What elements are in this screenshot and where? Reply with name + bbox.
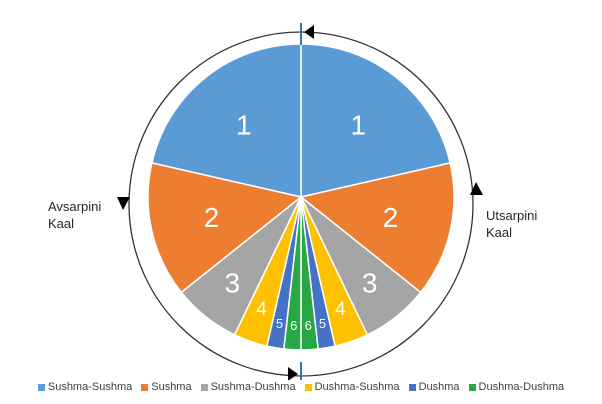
legend-swatch-sushma-dushma (200, 383, 208, 391)
legend-label-sushma-dushma: Sushma-Dushma (210, 381, 296, 393)
segment-number-left-dushma-dushma: 6 (290, 318, 297, 333)
legend-item-sushma-sushma: Sushma-Sushma (37, 381, 133, 393)
legend-item-sushma-dushma: Sushma-Dushma (200, 381, 296, 393)
segment-number-right-dushma-sushma: 4 (335, 299, 346, 320)
legend-item-sushma: Sushma (141, 381, 192, 393)
utsarpini-label: Utsarpini Kaal (486, 207, 537, 241)
legend-swatch-sushma (141, 383, 149, 391)
segment-number-left-sushma-sushma: 1 (236, 110, 252, 141)
legend-swatch-dushma-dushma (468, 383, 476, 391)
legend-item-dushma-dushma: Dushma-Dushma (468, 381, 565, 393)
legend-label-dushma-dushma: Dushma-Dushma (478, 381, 565, 393)
segment-number-left-sushma: 2 (204, 202, 220, 233)
top-arrow-icon (304, 25, 314, 39)
segment-number-right-dushma: 5 (319, 316, 326, 331)
legend-label-dushma-sushma: Dushma-Sushma (314, 381, 400, 393)
wheel-segments (147, 43, 455, 351)
segment-left-sushma (147, 162, 303, 294)
utsarpini-label-line1: Utsarpini (486, 208, 538, 223)
segment-number-left-dushma: 5 (276, 316, 283, 331)
legend-label-sushma-sushma: Sushma-Sushma (47, 381, 133, 393)
legend-item-dushma: Dushma (408, 381, 460, 393)
avsarpini-label-line2: Kaal (48, 216, 75, 231)
segment-right-sushma-sushma (300, 43, 452, 198)
legend-swatch-dushma-sushma (304, 383, 312, 391)
segment-number-left-sushma-dushma: 3 (225, 268, 241, 299)
segment-number-right-dushma-dushma: 6 (305, 318, 312, 333)
avsarpini-label: Avsarpini Kaal (48, 198, 101, 232)
segment-number-right-sushma-sushma: 1 (350, 110, 366, 141)
segment-left-sushma-sushma (150, 43, 302, 198)
bottom-arrow-icon (288, 367, 298, 380)
legend: Sushma-Sushma Sushma Sushma-Dushma Dushma-S… (0, 381, 602, 393)
segment-number-right-sushma-dushma: 3 (362, 268, 378, 299)
legend-label-dushma: Dushma (418, 381, 460, 393)
utsarpini-label-line2: Kaal (486, 225, 513, 240)
segment-number-right-sushma: 2 (383, 202, 399, 233)
segment-number-left-dushma-sushma: 4 (256, 299, 267, 320)
avsarpini-label-line1: Avsarpini (48, 199, 102, 214)
legend-item-dushma-sushma: Dushma-Sushma (304, 381, 400, 393)
legend-swatch-dushma (408, 383, 416, 391)
legend-label-sushma: Sushma (151, 381, 192, 393)
right-arrow-icon (470, 182, 483, 195)
segment-right-sushma (299, 162, 455, 294)
left-arrow-icon (117, 197, 130, 210)
segment-left-dushma-dushma (283, 196, 302, 351)
legend-swatch-sushma-sushma (37, 383, 45, 391)
